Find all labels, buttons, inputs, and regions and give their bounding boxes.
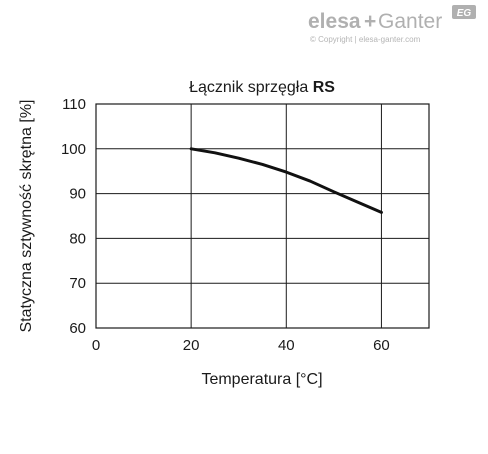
- series-line: [189, 147, 383, 214]
- y-tick-label: 100: [61, 141, 86, 158]
- brand-badge: EG: [457, 8, 472, 19]
- x-tick-label: 20: [183, 337, 200, 354]
- y-tick-label: 90: [69, 186, 86, 203]
- plot-area: [95, 103, 430, 329]
- chart-title-bold: RS: [313, 79, 336, 96]
- brand-name-left: elesa: [308, 10, 361, 33]
- y-axis-label: Statyczna sztywność skrętna [%]: [18, 100, 35, 333]
- y-tick-labels: 60 70 80 90 100 110: [61, 96, 86, 337]
- x-tick-label: 0: [92, 337, 100, 354]
- x-axis-label: Temperatura [°C]: [201, 371, 322, 388]
- copyright-text: © Copyright | elesa-ganter.com: [310, 35, 421, 44]
- y-tick-label: 110: [62, 96, 86, 113]
- chart-title: Łącznik sprzęgła RS: [189, 79, 335, 96]
- brand-badge-box: [452, 5, 476, 19]
- grid: [95, 103, 429, 329]
- chart-title-text: Łącznik sprzęgła: [189, 79, 313, 96]
- brand-name-right: Ganter: [378, 10, 442, 33]
- x-tick-label: 60: [373, 337, 390, 354]
- y-tick-label: 60: [69, 320, 86, 337]
- y-tick-label: 80: [69, 230, 86, 247]
- x-tick-labels: 0 20 40 60: [92, 337, 390, 354]
- x-tick-label: 40: [278, 337, 295, 354]
- brand-joiner: +: [364, 10, 376, 33]
- y-tick-label: 70: [69, 275, 86, 292]
- elesa-ganter-logo: elesa + Ganter EG © Copyright | elesa-ga…: [308, 5, 476, 44]
